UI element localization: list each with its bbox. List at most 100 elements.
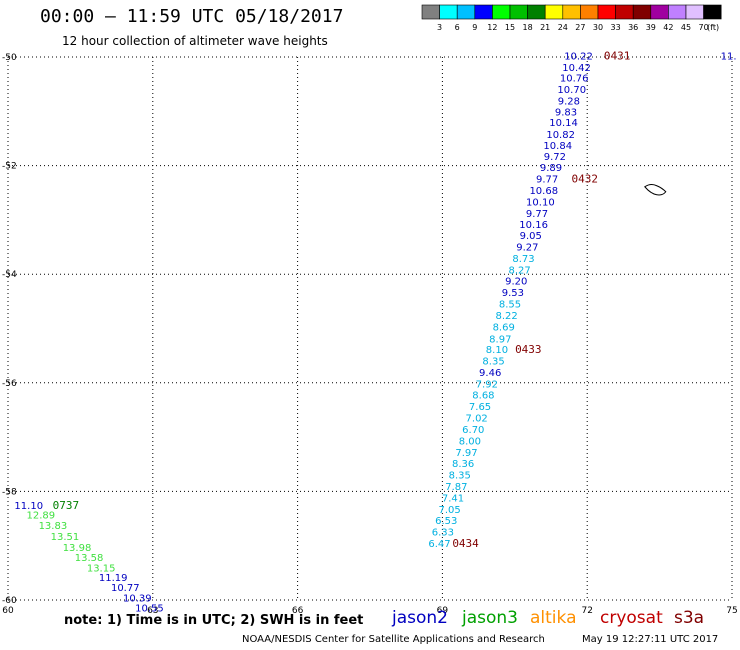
footer-note: note: 1) Time is in UTC; 2) SWH is in fe… — [64, 613, 364, 628]
wave-height-point: 9.77 — [526, 209, 548, 220]
legend-color-swatch — [562, 4, 581, 20]
x-tick-label: 66 — [292, 606, 304, 616]
wave-height-point: 8.55 — [499, 300, 521, 311]
wave-height-point: 6.33 — [432, 528, 454, 539]
wave-height-point: 6.70 — [462, 425, 484, 436]
pass-time-label: 0433 — [515, 343, 542, 356]
wave-height-point: 13.83 — [39, 521, 68, 532]
wave-height-point: 9.05 — [520, 231, 542, 242]
wave-height-point: 7.05 — [439, 505, 461, 516]
legend-bin-label: 30 — [593, 23, 603, 32]
legend-bin-label: 24 — [558, 23, 568, 32]
legend-color-swatch — [439, 4, 458, 20]
x-tick-label: 69 — [437, 606, 449, 616]
wave-height-point: 13.98 — [63, 543, 92, 554]
y-tick-label: -54 — [2, 270, 17, 280]
legend-bin-label: 18 — [523, 23, 533, 32]
legend-bin-label: 15 — [505, 23, 515, 32]
wave-height-point: 8.97 — [489, 334, 511, 345]
wave-height-point: 10.84 — [543, 141, 572, 152]
y-tick-label: -56 — [2, 379, 17, 389]
wave-height-point: 13.58 — [75, 553, 104, 564]
y-tick-label: -52 — [2, 162, 17, 172]
legend-bin-label: 39 — [646, 23, 656, 32]
legend-color-swatch — [544, 4, 564, 20]
pass-time-label: 0434 — [452, 537, 479, 550]
legend-bin-label: 21 — [540, 23, 550, 32]
wave-height-point: 10.10 — [526, 197, 555, 208]
legend-color-swatch — [474, 4, 493, 20]
legend-color-swatch — [685, 4, 704, 20]
wave-height-point: 9.27 — [516, 243, 538, 254]
wave-height-point: 8.36 — [452, 459, 474, 470]
legend-bin-label: 9 — [472, 23, 477, 32]
wave-height-point: 8.10 — [486, 345, 508, 356]
wave-height-point: 10.14 — [549, 118, 578, 129]
legend-bin-label: 42 — [663, 23, 673, 32]
footer-generated-time: May 19 12:27:11 UTC 2017 — [582, 634, 719, 645]
legend-color-swatch — [615, 4, 634, 20]
mission-label-cryosat: cryosat — [600, 608, 663, 628]
wave-height-point: 7.41 — [442, 493, 464, 504]
legend-color-swatch — [492, 4, 511, 20]
wave-height-point: 9.83 — [555, 107, 577, 118]
mission-label-jason3: jason3 — [462, 608, 518, 628]
legend-color-swatch — [421, 4, 440, 20]
legend-bin-label: 70 — [699, 23, 709, 32]
legend-unit-label: (ft) — [707, 23, 719, 32]
pass-time-label: 0432 — [572, 173, 599, 186]
wave-height-point: 11. — [721, 51, 737, 62]
wave-height-point: 9.89 — [540, 163, 562, 174]
wave-height-point: 10.22 — [564, 51, 593, 62]
legend-bin-label: 12 — [487, 23, 497, 32]
wave-height-point: 10.82 — [546, 130, 575, 141]
wave-height-point: 13.15 — [87, 563, 116, 574]
legend-color-swatch — [456, 4, 476, 20]
wave-height-point: 8.27 — [508, 265, 530, 276]
x-tick-label: 72 — [581, 606, 592, 616]
island-outline — [644, 183, 667, 196]
legend-color-swatch — [650, 4, 669, 20]
wave-height-point: 7.97 — [455, 448, 477, 459]
legend-color-swatch — [509, 4, 528, 20]
wave-height-point: 9.53 — [502, 288, 524, 299]
pass-time-label: 0737 — [53, 499, 80, 512]
legend-bin-label: 3 — [437, 23, 442, 32]
wave-height-point: 10.55 — [135, 604, 164, 615]
wave-height-point: 11.10 — [14, 501, 43, 512]
legend-bin-label: 6 — [455, 23, 460, 32]
wave-height-point: 10.68 — [529, 186, 558, 197]
legend-color-swatch — [703, 4, 722, 20]
wave-height-point: 10.42 — [562, 63, 591, 74]
wave-height-point: 8.68 — [472, 391, 494, 402]
y-tick-label: -58 — [2, 487, 17, 497]
wave-height-point: 8.35 — [449, 471, 471, 482]
wave-height-point: 8.73 — [512, 254, 534, 265]
wave-height-point: 10.77 — [111, 583, 140, 594]
wave-height-point: 7.65 — [469, 402, 491, 413]
legend-bin-label: 27 — [575, 23, 585, 32]
legend-bin-label: 45 — [681, 23, 691, 32]
legend-color-swatch — [527, 4, 546, 20]
y-tick-label: -50 — [2, 53, 17, 63]
mission-label-s3a: s3a — [674, 608, 705, 628]
legend-color-swatch — [668, 4, 687, 20]
x-tick-label: 60 — [2, 606, 14, 616]
wave-height-point: 7.87 — [445, 482, 467, 493]
legend-bin-label: 33 — [611, 23, 621, 32]
mission-label-jason2: jason2 — [392, 608, 448, 628]
wave-height-point: 10.70 — [557, 85, 586, 96]
wave-height-point: 10.39 — [123, 593, 152, 604]
x-tick-label: 75 — [726, 606, 737, 616]
y-tick-label: -60 — [2, 596, 17, 606]
legend-color-swatch — [580, 4, 599, 20]
wave-height-point: 6.53 — [435, 516, 457, 527]
wave-height-point: 9.20 — [505, 277, 527, 288]
page-title: 00:00 – 11:59 UTC 05/18/2017 — [40, 6, 344, 27]
wave-height-point: 9.46 — [479, 368, 501, 379]
mission-label-altika: altika — [530, 608, 577, 628]
wave-height-point: 10.76 — [560, 74, 589, 85]
legend-color-swatch — [632, 4, 652, 20]
